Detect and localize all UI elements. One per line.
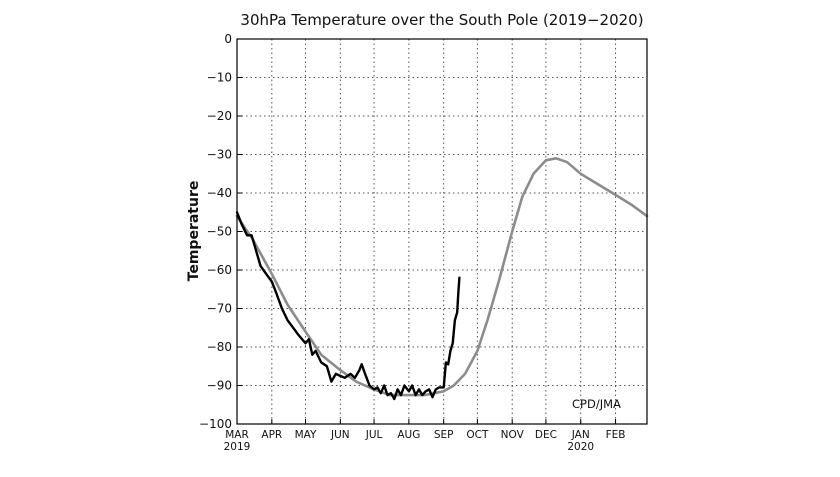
x-tick-label: JAN	[571, 429, 590, 441]
x-tick-label: NOV	[501, 429, 525, 441]
y-tick-label: −70	[207, 302, 232, 316]
y-tick-label: −30	[207, 148, 232, 162]
x-tick-label: MAY	[295, 429, 317, 441]
x-tick-label: JUL	[365, 429, 383, 441]
y-tick-label: −80	[207, 340, 232, 354]
credit-annotation: CPD/JMA	[572, 397, 621, 411]
grid	[237, 39, 647, 424]
x-tick-year-label: 2019	[224, 441, 251, 453]
y-tick-label: −10	[207, 71, 232, 85]
y-tick-label: −100	[199, 417, 232, 431]
y-tick-label: −20	[207, 109, 232, 123]
climatology-series-line	[235, 157, 649, 397]
x-tick-label: SEP	[434, 429, 454, 441]
series-layer	[235, 157, 649, 401]
x-tick-label: AUG	[397, 429, 420, 441]
x-tick-label: MAR	[225, 429, 249, 441]
y-tick-label: −90	[207, 379, 232, 393]
x-tick-label: APR	[261, 429, 282, 441]
y-tick-label: 0	[224, 32, 232, 46]
x-tick-label: JUN	[330, 429, 350, 441]
x-tick-label: DEC	[535, 429, 557, 441]
y-tick-label: −40	[207, 186, 232, 200]
chart-title: 30hPa Temperature over the South Pole (2…	[240, 11, 643, 29]
x-tick-label: OCT	[466, 429, 489, 441]
y-tick-label: −50	[207, 225, 232, 239]
observed-series-line	[235, 211, 461, 401]
y-tick-label: −60	[207, 263, 232, 277]
x-tick-year-label: 2020	[567, 441, 594, 453]
x-tick-label: FEB	[606, 429, 626, 441]
plot-frame	[236, 38, 648, 425]
y-axis-label: Temperature	[186, 181, 202, 282]
y-axis: 0 −10 −20 −30 −40 −50 −60 −70 −80 −90 −100	[199, 32, 242, 431]
